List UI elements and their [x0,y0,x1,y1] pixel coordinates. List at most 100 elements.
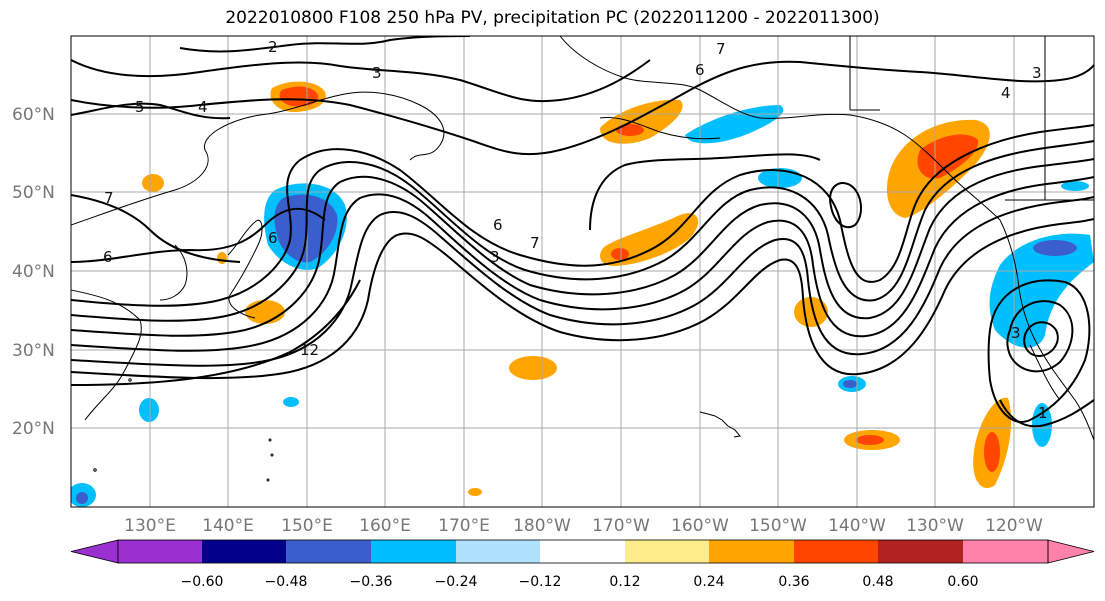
coast-china [71,289,142,421]
coast-baja [1029,344,1061,401]
precip-pos-kamchatka-core [279,86,319,107]
colorbar-segment [794,540,878,563]
contour-label: 6 [695,61,705,79]
lon-label: 140°W [828,516,886,536]
lat-label: 20°N [12,419,55,439]
pv-jet-5 [71,196,1094,367]
longitude-labels: 130°E 140°E 150°E 160°E 170°E 180°W 170°… [124,516,1043,536]
lon-label: 150°W [749,516,807,536]
pv-contour-labels: 2 3 4 5 6 7 6 3 7 6 6 7 12 3 4 3 1 [103,38,1048,422]
pv-contour-5 [71,102,231,120]
precip-pos-mexico-core [984,432,1000,472]
precip-pos-central-core [611,248,629,260]
colorbar-tick-labels: −0.60 −0.48 −0.36 −0.24 −0.12 0.12 0.24 … [181,574,979,590]
pv-contour-12 [71,279,361,386]
precip-pos-bering-core [616,124,644,136]
colorbar-segment [878,540,963,563]
coast-aleutians [599,116,721,140]
colorbar-segment [963,540,1048,563]
colorbar-segment [202,540,286,563]
precip-neg-canada [1061,181,1089,191]
pv-jet-6 [71,218,1094,380]
pv-low-sw-3 [987,279,1091,423]
pv-contour-3b [589,153,821,231]
colorbar-segment [709,540,794,563]
islands [93,378,741,482]
pv-jet-4 [71,176,1094,352]
lat-label: 60°N [12,105,55,125]
colorbar-tick-label: −0.24 [435,574,478,590]
contour-label: 3 [1011,324,1021,342]
contour-label: 7 [104,189,114,207]
precip-pos-subtropic [509,356,557,380]
contour-label: 4 [198,98,208,116]
precip-neg-southwest [989,233,1094,348]
pv-contour-6b [828,182,862,229]
pv-low-sw-1 [1006,300,1074,373]
colorbar-segment [625,540,709,563]
lon-label: 180°W [513,516,571,536]
pv-contours [71,36,1094,428]
pv-jet-1 [71,124,1094,307]
colorbar [70,539,1095,564]
contour-label: 5 [135,98,145,116]
pv-contour-3 [71,59,651,103]
precip-pos-tropic-small [468,488,482,496]
colorbar-segment [371,540,456,563]
pv-contour-7 [71,194,241,263]
contour-label: 6 [103,248,113,266]
contour-label: 2 [268,38,278,56]
coast-north-america-west [999,219,1094,441]
colorbar-segment [456,540,540,563]
contour-label: 3 [372,64,382,82]
colorbar-segment [540,540,625,563]
precip-pos-okhotsk [142,174,164,192]
contour-label: 1 [1038,404,1048,422]
coast-japan [227,219,263,319]
lat-label: 30°N [12,341,55,361]
lon-label: 150°E [281,516,333,536]
precip-neg-tropic-west [139,398,159,422]
lon-label: 160°E [359,516,411,536]
lon-label: 120°W [985,516,1043,536]
pv-jet-2 [71,140,1094,322]
contour-label: 7 [530,234,540,252]
precip-neg-tropic-small [283,397,299,407]
colorbar-extend-max [1047,539,1095,564]
precip-neg-alaska [685,105,784,144]
pv-contour-4 [71,60,1094,156]
pv-contour-1 [999,399,1094,428]
latitude-labels: 60°N 50°N 40°N 30°N 20°N [12,105,55,439]
pv-contour-6a [71,207,326,263]
precip-pos-south-japan [245,300,285,324]
contour-label: 4 [1001,84,1011,102]
colorbar-tick-label: −0.48 [265,574,308,590]
precip-pos-midlat-small [794,297,828,327]
precip-neg-tropic-east-core [843,380,857,388]
colorbar-tick-label: 0.36 [778,574,809,590]
contour-label: 3 [1032,64,1042,82]
coastlines [71,36,1094,441]
colorbar-extend-min [70,539,119,564]
lon-label: 160°W [671,516,729,536]
contour-label: 6 [268,229,278,247]
lon-label: 130°W [906,516,964,536]
coast-asia [71,91,445,226]
precip-neg-corner-core [76,492,88,504]
colorbar-tick-label: −0.60 [181,574,224,590]
coast-alaska [559,36,1001,221]
lon-label: 140°E [202,516,254,536]
colorbar-tick-label: 0.24 [693,574,724,590]
colorbar-segment [118,540,202,563]
contour-label: 3 [490,248,500,266]
colorbar-tick-label: 0.60 [947,574,978,590]
coast-korea [159,244,188,301]
lat-label: 50°N [12,183,55,203]
precip-pos-pnw-core [917,134,979,179]
lat-label: 40°N [12,262,55,282]
gridlines [71,36,1094,507]
map-border [70,35,1095,508]
island-hawaii [699,411,741,438]
pv-contour-2 [179,36,471,53]
